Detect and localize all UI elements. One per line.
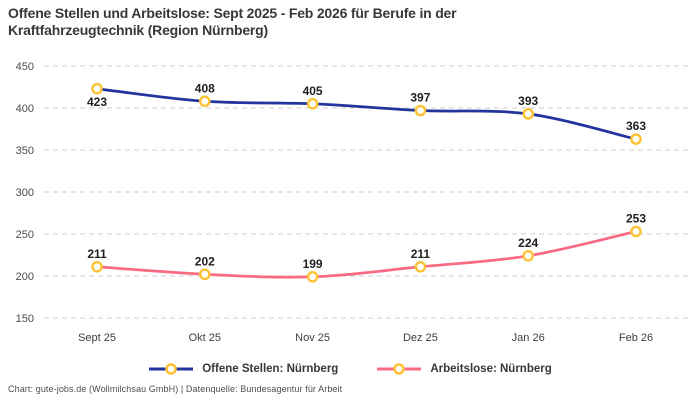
line-marker-icon (149, 363, 194, 375)
data-point-label: 408 (195, 81, 215, 95)
x-tick-label: Dez 25 (403, 332, 438, 344)
data-point-marker (522, 108, 535, 120)
legend-marker-sample (165, 363, 177, 375)
data-point-label: 211 (411, 247, 431, 261)
data-point-marker (630, 225, 642, 238)
legend-label-offene-stellen: Offene Stellen: Nürnberg (202, 363, 339, 375)
data-point-label: 393 (518, 94, 538, 108)
data-point-label: 253 (626, 212, 646, 226)
data-point-label: 211 (87, 247, 107, 261)
data-point-marker (522, 249, 535, 262)
data-point-label: 199 (303, 257, 323, 271)
data-point-label: 397 (410, 91, 430, 105)
x-tick-label: Nov 25 (295, 332, 330, 344)
data-point-marker (198, 268, 211, 281)
legend-label-arbeitslose: Arbeitslose: Nürnberg (430, 363, 552, 375)
chart-footer: Chart: gute-jobs.de (Wollmilchsau GmbH) … (8, 384, 343, 394)
chart-title: Offene Stellen und Arbeitslose: Sept 202… (8, 5, 457, 38)
series-line-offene-stellen (95, 87, 638, 141)
legend-item-offene-stellen: Offene Stellen: Nürnberg (148, 363, 338, 375)
data-point-marker (414, 260, 427, 273)
data-point-label: 363 (626, 119, 646, 133)
legend-item-arbeitslose: Arbeitslose: Nürnberg (376, 363, 552, 375)
data-point-marker (630, 133, 642, 145)
line-chart: 150 200 250 300 350 400 450 Sept 25 Okt 25 Nov 25… (16, 61, 688, 344)
y-tick-label: 250 (16, 229, 34, 241)
line-marker-icon (377, 363, 422, 375)
data-point-marker (414, 104, 427, 117)
y-tick-label: 400 (16, 103, 34, 115)
data-point-marker (306, 98, 319, 110)
y-tick-label: 300 (16, 187, 34, 199)
x-tick-label: Jan 26 (512, 332, 545, 344)
data-point-marker (198, 95, 211, 108)
data-point-marker (91, 82, 103, 95)
data-point-label: 202 (195, 254, 215, 268)
y-tick-label: 350 (16, 145, 34, 157)
data-point-label: 405 (303, 84, 323, 98)
data-point-marker (91, 260, 103, 273)
data-point-label: 423 (87, 95, 107, 109)
series-line-arbeitslose (95, 230, 638, 279)
x-tick-label: Okt 25 (189, 332, 221, 344)
data-point-marker (306, 270, 319, 283)
legend-marker-sample (393, 363, 406, 375)
y-tick-label: 450 (16, 61, 34, 73)
x-tick-label: Feb 26 (619, 332, 653, 344)
y-tick-label: 150 (16, 313, 34, 325)
x-tick-label: Sept 25 (78, 332, 116, 344)
chart-legend: Offene Stellen: Nürnberg Arbeitslose: Nü… (0, 359, 700, 379)
y-tick-label: 200 (16, 271, 34, 283)
data-point-label: 224 (518, 236, 538, 250)
